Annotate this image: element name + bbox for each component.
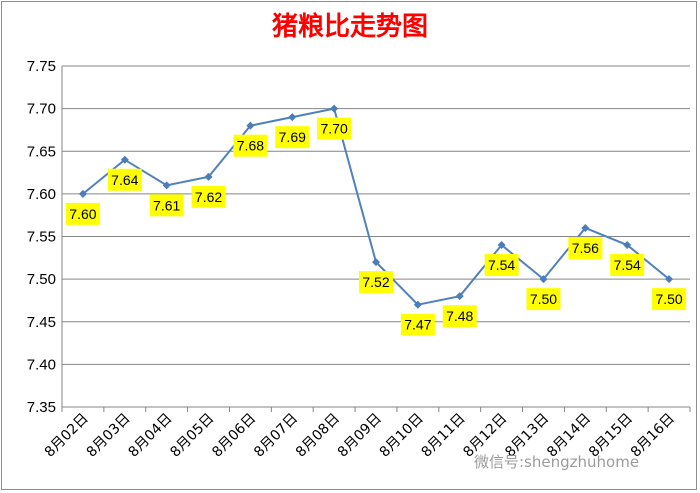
y-tick-label: 7.45 [27,314,56,331]
data-label: 7.64 [111,172,138,188]
y-tick-label: 7.40 [27,356,56,373]
data-label-bg [275,126,310,149]
data-point [372,258,380,267]
y-tick-label: 7.60 [27,186,56,203]
data-point [455,292,464,301]
data-point [665,275,674,284]
data-label-bg [400,313,435,336]
data-label: 7.60 [69,206,96,222]
data-label-bg [359,271,393,294]
x-tick-label: 8月09日 [335,411,385,461]
y-tick-label: 7.50 [27,271,56,288]
data-label: 7.61 [153,197,180,213]
data-label-bg [107,168,142,191]
y-tick-label: 7.75 [27,58,56,75]
x-tick-label: 8月07日 [251,411,301,461]
data-label-bg [191,185,226,208]
y-tick-label: 7.70 [27,101,56,118]
data-label: 7.54 [614,257,641,273]
data-point [288,113,297,122]
data-point [204,172,213,181]
data-label-bg [442,305,477,328]
x-tick-label: 8月06日 [209,411,259,461]
data-label-bg [65,202,100,225]
data-point [162,181,171,190]
data-label: 7.54 [488,257,515,273]
data-label-bg [652,288,687,311]
data-label: 7.68 [237,138,264,154]
y-tick-label: 7.35 [27,399,56,416]
data-point [413,300,422,309]
data-point [539,275,548,284]
data-label: 7.52 [362,274,389,290]
x-tick-label: 8月10日 [377,411,427,461]
data-label: 7.50 [655,291,682,307]
data-label-bg [610,254,645,277]
y-tick-label: 7.65 [27,143,56,160]
data-point [78,189,87,198]
data-point [330,104,339,113]
data-label-bg [568,236,603,259]
data-label: 7.56 [572,240,599,256]
x-tick-label: 8月03日 [84,411,134,461]
data-label-bg [233,134,268,157]
data-label: 7.69 [279,129,306,145]
data-point [120,155,129,164]
data-label-bg [149,194,184,217]
y-tick-label: 7.55 [27,229,56,246]
x-tick-label: 8月04日 [125,411,175,461]
watermark-text: 微信号:shengzhuhome [474,453,640,471]
data-label-bg [484,254,519,277]
data-label: 7.50 [530,291,557,307]
x-tick-label: 8月08日 [293,411,343,461]
data-label: 7.70 [321,121,348,137]
data-label-bg [526,288,561,311]
chart-title: 猪粮比走势图 [271,12,428,42]
data-point [497,241,506,250]
data-label: 7.62 [195,189,222,205]
data-point [246,121,255,130]
data-point [623,241,632,250]
x-tick-label: 8月05日 [167,411,217,461]
data-point [581,223,590,232]
data-label-bg [317,117,352,140]
data-label: 7.47 [404,317,431,333]
x-tick-label: 8月02日 [42,411,92,461]
x-tick-label: 8月11日 [419,411,469,461]
data-label: 7.48 [446,308,473,324]
